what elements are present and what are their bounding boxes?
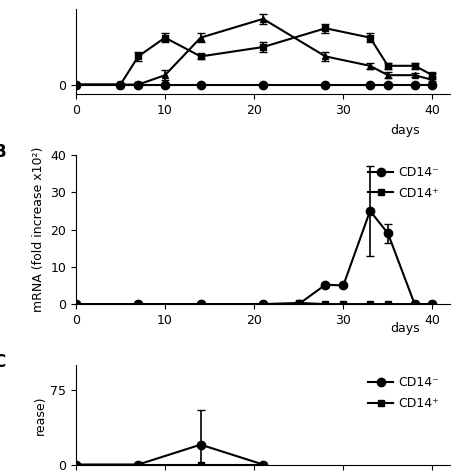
Text: B: B bbox=[0, 143, 6, 161]
Legend: CD14⁻, CD14⁺: CD14⁻, CD14⁺ bbox=[363, 372, 444, 415]
Text: C: C bbox=[0, 353, 6, 371]
X-axis label: days: days bbox=[391, 124, 420, 137]
X-axis label: days: days bbox=[391, 322, 420, 335]
Y-axis label: rease): rease) bbox=[34, 395, 47, 435]
Legend: CD14⁻, CD14⁺: CD14⁻, CD14⁺ bbox=[363, 161, 444, 205]
Y-axis label: mRNA (fold increase x10²): mRNA (fold increase x10²) bbox=[32, 147, 45, 312]
